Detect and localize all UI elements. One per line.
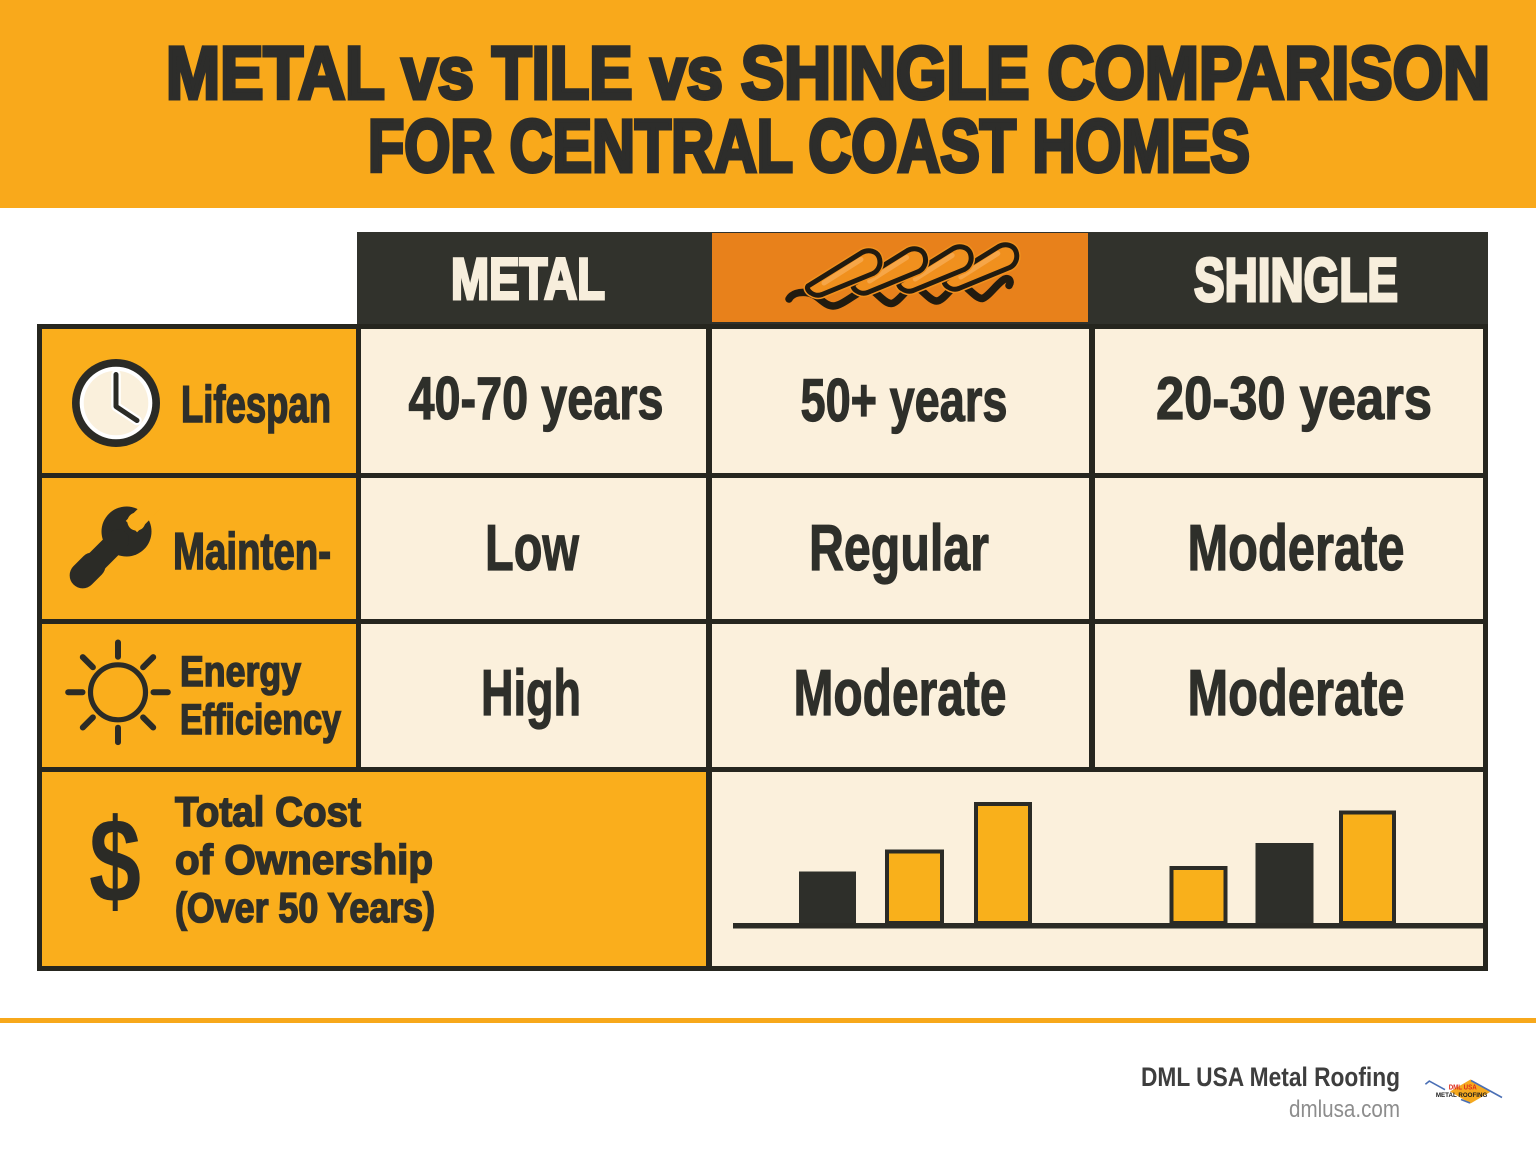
svg-text:FOR CENTRAL COAST HOMES: FOR CENTRAL COAST HOMES (368, 105, 1250, 188)
svg-text:50+ years: 50+ years (801, 367, 1008, 434)
svg-text:Mainten-: Mainten- (173, 523, 331, 581)
svg-text:Moderate: Moderate (794, 656, 1007, 729)
svg-text:$: $ (89, 794, 141, 928)
svg-text:20-30 years: 20-30 years (1156, 365, 1432, 432)
svg-text:of Ownership: of Ownership (175, 836, 433, 883)
svg-text:Lifespan: Lifespan (181, 376, 331, 434)
svg-text:DML USA: DML USA (1449, 1085, 1477, 1092)
svg-text:Efficiency: Efficiency (180, 696, 341, 744)
svg-text:High: High (481, 656, 581, 729)
svg-text:METAL ROOFING: METAL ROOFING (1436, 1092, 1488, 1099)
svg-text:METAL: METAL (451, 247, 605, 312)
svg-text:(Over 50 Years): (Over 50 Years) (175, 884, 435, 931)
svg-text:Moderate: Moderate (1188, 656, 1405, 729)
svg-text:Low: Low (485, 511, 579, 584)
svg-text:Moderate: Moderate (1188, 511, 1405, 584)
svg-text:dmlusa.com: dmlusa.com (1289, 1096, 1400, 1123)
svg-text:METAL vs TILE vs SHINGLE COMPA: METAL vs TILE vs SHINGLE COMPARISON (166, 32, 1490, 115)
svg-text:SHINGLE: SHINGLE (1194, 246, 1398, 314)
svg-text:40-70 years: 40-70 years (409, 365, 664, 432)
svg-text:Energy: Energy (180, 648, 301, 696)
svg-text:DML USA Metal Roofing: DML USA Metal Roofing (1141, 1062, 1400, 1092)
svg-text:Regular: Regular (809, 511, 989, 584)
svg-text:Total Cost: Total Cost (175, 788, 361, 835)
